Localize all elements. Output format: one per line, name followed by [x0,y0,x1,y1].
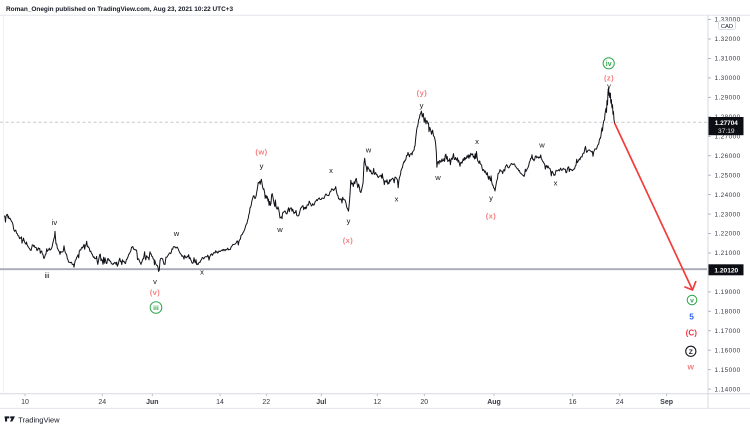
svg-text:y: y [489,193,493,202]
svg-text:x: x [395,194,399,203]
svg-text:1.14000: 1.14000 [715,386,741,393]
svg-text:iv: iv [606,61,612,68]
svg-text:w: w [276,225,283,234]
svg-text:1.33000: 1.33000 [715,17,741,24]
svg-text:iii: iii [153,305,159,312]
svg-text:v: v [153,277,157,286]
svg-text:x: x [475,137,479,146]
svg-text:y: y [260,161,264,170]
svg-text:16: 16 [569,399,577,406]
svg-text:1.24000: 1.24000 [715,192,741,199]
svg-text:x: x [554,178,558,187]
svg-text:1.18000: 1.18000 [715,309,741,316]
svg-text:1.30000: 1.30000 [715,75,741,82]
svg-text:y: y [420,101,424,110]
svg-text:y: y [347,216,351,225]
svg-text:Jul: Jul [316,399,326,406]
svg-text:37:19: 37:19 [718,128,735,135]
svg-text:1.27000: 1.27000 [715,134,741,141]
svg-text:1.26000: 1.26000 [715,153,741,160]
svg-text:Roman_Onegin published on Trad: Roman_Onegin published on TradingView.co… [6,6,234,13]
svg-text:1.16000: 1.16000 [715,347,741,354]
svg-text:1.21000: 1.21000 [715,250,741,257]
svg-text:Jun: Jun [146,399,158,406]
svg-text:(y): (y) [417,88,428,97]
svg-text:1.15000: 1.15000 [715,367,741,374]
svg-text:1.25000: 1.25000 [715,172,741,179]
svg-text:w: w [365,145,372,154]
svg-text:iv: iv [52,218,58,227]
svg-text:w: w [538,140,545,149]
svg-text:1.31000: 1.31000 [715,56,741,63]
svg-text:w: w [434,173,441,182]
svg-text:y: y [607,81,611,90]
svg-text:1.22000: 1.22000 [715,231,741,238]
svg-text:v: v [690,298,694,305]
svg-text:5: 5 [689,311,694,321]
svg-text:w: w [687,361,695,371]
svg-text:Z: Z [689,349,693,356]
svg-text:x: x [329,166,333,175]
svg-text:1.27704: 1.27704 [715,120,739,127]
svg-text:Sep: Sep [660,399,673,406]
svg-text:Aug: Aug [487,399,501,406]
svg-text:22: 22 [262,399,270,406]
svg-text:CAD: CAD [721,24,733,30]
svg-text:24: 24 [616,399,624,406]
svg-text:(z): (z) [604,73,614,82]
svg-text:1.23000: 1.23000 [715,211,741,218]
svg-text:TradingView: TradingView [18,416,60,425]
svg-text:24: 24 [98,399,106,406]
svg-text:10: 10 [21,399,29,406]
svg-text:iii: iii [44,271,49,280]
svg-text:w: w [173,229,180,238]
svg-text:(w): (w) [255,148,267,157]
svg-text:14: 14 [216,399,224,406]
svg-text:1.32000: 1.32000 [715,36,741,43]
svg-text:1.19000: 1.19000 [715,289,741,296]
svg-text:1.20120: 1.20120 [714,268,738,275]
svg-text:12: 12 [373,399,381,406]
svg-text:(v): (v) [150,288,161,297]
svg-text:(x): (x) [343,236,354,245]
svg-text:1.29000: 1.29000 [715,95,741,102]
svg-text:1.17000: 1.17000 [715,328,741,335]
svg-text:20: 20 [420,399,428,406]
svg-text:(C): (C) [686,328,698,337]
svg-text:(x): (x) [486,212,497,221]
svg-text:x: x [200,267,204,276]
